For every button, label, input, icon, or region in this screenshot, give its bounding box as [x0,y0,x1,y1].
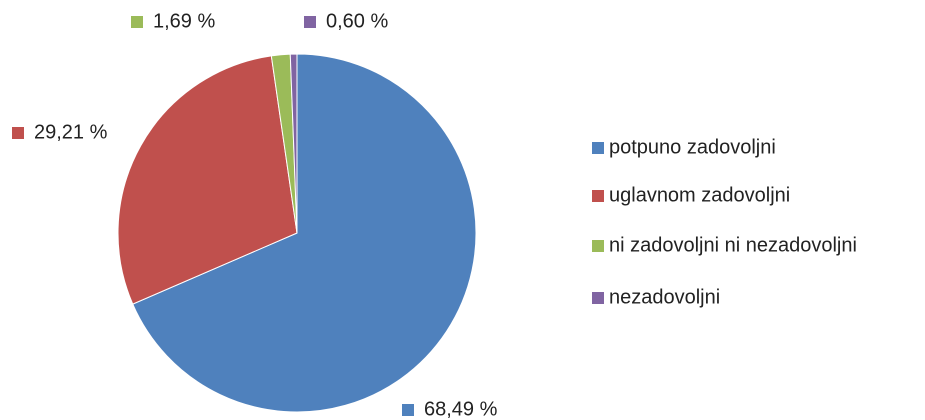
data-label: 68,49 % [424,398,498,420]
pie-slice [132,53,477,413]
legend-marker [592,292,604,304]
legend-marker [592,240,604,252]
legend-label: potpuno zadovoljni [609,136,776,158]
data-label: 0,60 % [326,10,388,32]
legend-marker [592,190,604,202]
label-marker [131,16,143,28]
legend-label: ni zadovoljni ni nezadovoljni [609,234,857,256]
data-label: 1,69 % [153,10,215,32]
data-label: 29,21 % [34,121,108,143]
legend-label: nezadovoljni [609,286,720,308]
legend-marker [592,142,604,154]
pie-slice [289,53,298,234]
label-marker [12,127,24,139]
pie-slice [117,55,298,305]
legend-label: uglavnom zadovoljni [609,184,790,206]
label-marker [304,16,316,28]
label-marker [402,404,414,416]
